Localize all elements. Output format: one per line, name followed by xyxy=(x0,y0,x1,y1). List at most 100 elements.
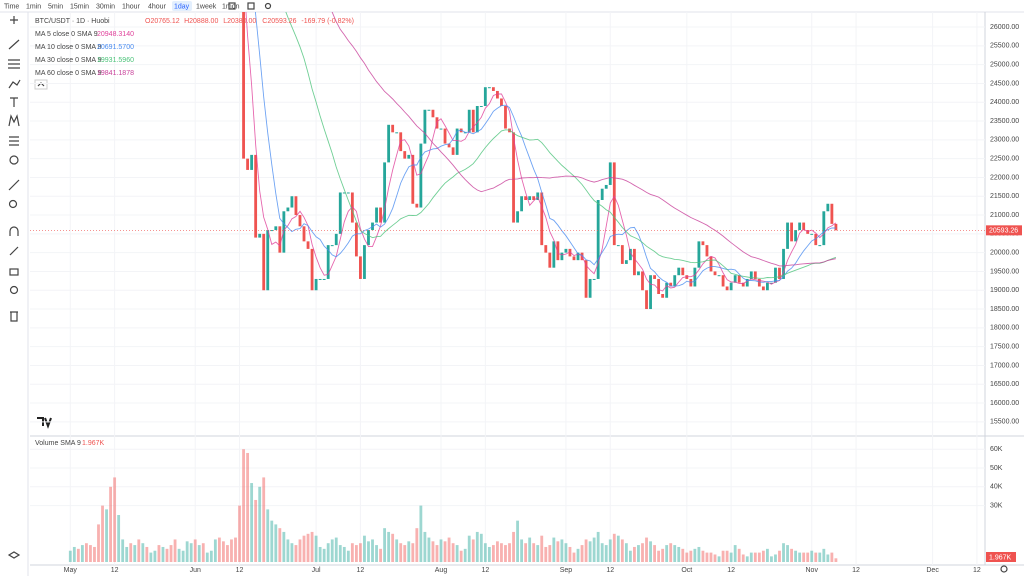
chart-type-icon[interactable] xyxy=(228,2,236,10)
volume-bar xyxy=(113,477,117,562)
volume-bar xyxy=(556,541,560,562)
indicator-name: MA 5 close 0 SMA 9 xyxy=(35,31,98,38)
candle xyxy=(673,275,677,287)
volume-bar xyxy=(197,545,201,562)
zoom-tool[interactable] xyxy=(8,199,18,209)
lock-tool[interactable] xyxy=(9,268,19,276)
volume-value: 1.967K xyxy=(82,440,105,447)
candle xyxy=(532,196,536,200)
time-tick-label: 12 xyxy=(111,567,119,574)
ma-line xyxy=(285,12,837,279)
candle xyxy=(516,211,519,223)
fib-tool[interactable] xyxy=(8,59,20,69)
candle xyxy=(588,278,592,298)
volume-bar xyxy=(371,539,374,562)
grid xyxy=(30,12,985,565)
candle xyxy=(350,192,354,223)
axis-settings[interactable] xyxy=(1000,565,1008,573)
volume-tick-label: 30K xyxy=(990,502,1003,509)
price-tick-label: 17500.00 xyxy=(990,343,1019,350)
interval-button[interactable]: Time xyxy=(4,3,19,10)
price-tick-label: 21000.00 xyxy=(990,212,1019,219)
candle xyxy=(830,203,834,224)
volume-bar xyxy=(693,548,697,562)
interval-button[interactable]: 15min xyxy=(70,3,89,10)
candle xyxy=(818,245,822,247)
candle xyxy=(681,267,685,276)
interval-button[interactable]: 1hour xyxy=(122,3,141,10)
candle xyxy=(342,192,346,194)
candle xyxy=(266,230,270,291)
volume-bar xyxy=(226,545,229,562)
volume-bar xyxy=(125,546,129,562)
volume-bar xyxy=(673,545,677,562)
magnet-tool[interactable] xyxy=(9,226,19,236)
candle xyxy=(552,241,556,268)
volume-bar xyxy=(282,531,286,562)
indicator-icon[interactable] xyxy=(247,2,255,10)
line-tool[interactable] xyxy=(8,39,20,50)
draw-mode[interactable] xyxy=(9,246,19,256)
pattern-tool[interactable] xyxy=(8,79,21,89)
emoji-tool[interactable] xyxy=(9,155,19,165)
candle xyxy=(584,260,588,298)
indicator-value: 20948.3140 xyxy=(97,31,134,38)
volume-bar xyxy=(733,545,737,562)
trash-tool[interactable] xyxy=(10,311,18,322)
text-tool[interactable] xyxy=(10,97,18,107)
indicator-name: MA 30 close 0 SMA 9 xyxy=(35,57,102,64)
volume-bar xyxy=(213,539,217,562)
crosshair-tool[interactable] xyxy=(10,16,18,24)
candle xyxy=(693,267,697,287)
candle xyxy=(745,278,749,287)
volume-bar xyxy=(596,531,600,562)
time-tick-label: 12 xyxy=(481,567,489,574)
price-tick-label: 19000.00 xyxy=(990,287,1019,294)
layers-icon[interactable] xyxy=(7,551,21,559)
volume-bar xyxy=(628,550,632,562)
labels: BTC/USDT · 1D · Huobi Volume SMA 9 1.967… xyxy=(35,18,1022,574)
volume-bar xyxy=(504,545,507,562)
volume-bar xyxy=(141,543,145,562)
candle xyxy=(479,106,483,107)
interval-button[interactable]: 1week xyxy=(196,3,217,10)
candle xyxy=(487,87,491,89)
time-tick-label: 12 xyxy=(357,567,365,574)
visibility-tool[interactable] xyxy=(9,285,19,295)
interval-button[interactable]: 4hour xyxy=(148,3,167,10)
settings-icon[interactable] xyxy=(264,2,272,10)
volume-bar xyxy=(129,543,133,562)
volume-bar xyxy=(818,552,822,562)
candle xyxy=(576,252,580,261)
volume-bar xyxy=(310,531,314,562)
volume-bar xyxy=(653,545,656,562)
volume-bar xyxy=(778,550,781,562)
volume-bar xyxy=(391,533,395,562)
volume-bar xyxy=(411,543,415,562)
time-tick-label: Jul xyxy=(312,567,321,574)
measure-tool[interactable] xyxy=(9,136,19,146)
interval-button[interactable]: 30min xyxy=(96,3,115,10)
candle xyxy=(822,211,826,246)
price-tick-label: 22000.00 xyxy=(990,174,1019,181)
price-tick-label: 24500.00 xyxy=(990,80,1019,87)
candle xyxy=(608,162,612,185)
interval-button[interactable]: 5min xyxy=(48,3,63,10)
projection-tool[interactable] xyxy=(8,114,20,127)
volume-bar xyxy=(379,548,382,562)
candle xyxy=(705,245,709,257)
interval-button[interactable]: 1mon xyxy=(222,3,240,10)
volume-bar xyxy=(274,524,278,562)
collapse-legend[interactable] xyxy=(34,79,48,90)
volume-bar xyxy=(475,531,479,562)
interval-button[interactable]: 1day xyxy=(174,3,190,10)
active-interval xyxy=(172,1,192,11)
volume-bar xyxy=(669,543,673,562)
volume-bar xyxy=(427,537,431,562)
volume-bar xyxy=(246,452,250,562)
ruler-tool[interactable] xyxy=(8,179,20,191)
price-tick-label: 16500.00 xyxy=(990,381,1019,388)
volume-bar xyxy=(415,528,419,562)
volume-bar xyxy=(774,554,777,562)
interval-button[interactable]: 1min xyxy=(26,3,41,10)
